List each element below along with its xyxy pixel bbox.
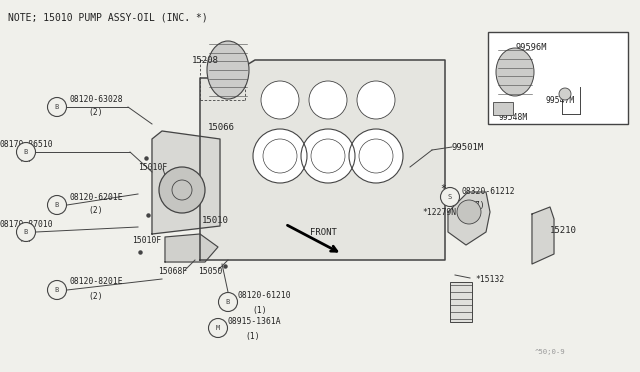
Text: (2): (2) <box>88 205 102 215</box>
Circle shape <box>457 200 481 224</box>
Text: 99547M: 99547M <box>545 96 574 105</box>
Text: 08120-63028: 08120-63028 <box>70 94 124 103</box>
Circle shape <box>47 280 67 299</box>
Circle shape <box>440 187 460 206</box>
Circle shape <box>47 196 67 215</box>
Circle shape <box>218 292 237 311</box>
Circle shape <box>17 222 35 241</box>
Circle shape <box>309 81 347 119</box>
Text: ^50;0-9: ^50;0-9 <box>535 349 566 355</box>
Circle shape <box>357 81 395 119</box>
Text: 08120-61210: 08120-61210 <box>238 292 292 301</box>
Text: (2): (2) <box>88 108 102 116</box>
Text: 08120-6201E: 08120-6201E <box>70 192 124 202</box>
Text: 15210: 15210 <box>550 225 577 234</box>
Text: B: B <box>24 229 28 235</box>
Text: (1): (1) <box>18 234 33 243</box>
Text: M: M <box>216 325 220 331</box>
Text: 08120-8201E: 08120-8201E <box>70 278 124 286</box>
Text: (7): (7) <box>470 201 484 209</box>
FancyBboxPatch shape <box>493 102 513 115</box>
Polygon shape <box>200 60 445 260</box>
Text: 15010: 15010 <box>202 215 229 224</box>
Circle shape <box>349 129 403 183</box>
Text: 15068F: 15068F <box>158 267 188 276</box>
Text: B: B <box>24 149 28 155</box>
Polygon shape <box>165 234 218 262</box>
Ellipse shape <box>207 41 249 99</box>
Text: 08915-1361A: 08915-1361A <box>228 317 282 327</box>
Text: 99596M: 99596M <box>515 42 547 51</box>
FancyBboxPatch shape <box>488 32 628 124</box>
Text: *: * <box>440 184 446 194</box>
Text: 15010F: 15010F <box>138 163 167 171</box>
Text: 08170-87010: 08170-87010 <box>0 219 54 228</box>
Text: (2): (2) <box>88 292 102 301</box>
Text: 15066: 15066 <box>208 122 235 131</box>
Circle shape <box>559 88 571 100</box>
Text: 08320-61212: 08320-61212 <box>461 186 515 196</box>
Text: B: B <box>55 287 59 293</box>
Ellipse shape <box>496 48 534 96</box>
Text: B: B <box>55 202 59 208</box>
Circle shape <box>261 81 299 119</box>
Circle shape <box>253 129 307 183</box>
Text: NOTE; 15010 PUMP ASSY-OIL (INC. *): NOTE; 15010 PUMP ASSY-OIL (INC. *) <box>8 12 208 22</box>
Polygon shape <box>448 192 490 245</box>
Text: 15050: 15050 <box>198 267 222 276</box>
Circle shape <box>17 142 35 161</box>
Circle shape <box>301 129 355 183</box>
Circle shape <box>159 167 205 213</box>
Text: *12279N: *12279N <box>422 208 456 217</box>
Text: 15208: 15208 <box>192 55 219 64</box>
Circle shape <box>209 318 227 337</box>
Text: 15010F: 15010F <box>132 235 161 244</box>
Text: (1): (1) <box>252 305 267 314</box>
Circle shape <box>47 97 67 116</box>
Text: (1): (1) <box>245 331 260 340</box>
Text: (1): (1) <box>18 154 33 163</box>
Polygon shape <box>532 207 554 264</box>
Text: FRONT: FRONT <box>310 228 337 237</box>
FancyBboxPatch shape <box>450 282 472 322</box>
Text: B: B <box>55 104 59 110</box>
Text: 99548M: 99548M <box>498 112 527 122</box>
Text: B: B <box>226 299 230 305</box>
Text: *15132: *15132 <box>475 276 504 285</box>
Polygon shape <box>152 131 220 234</box>
Text: S: S <box>448 194 452 200</box>
Text: 99501M: 99501M <box>452 142 484 151</box>
Text: 08170-86510: 08170-86510 <box>0 140 54 148</box>
